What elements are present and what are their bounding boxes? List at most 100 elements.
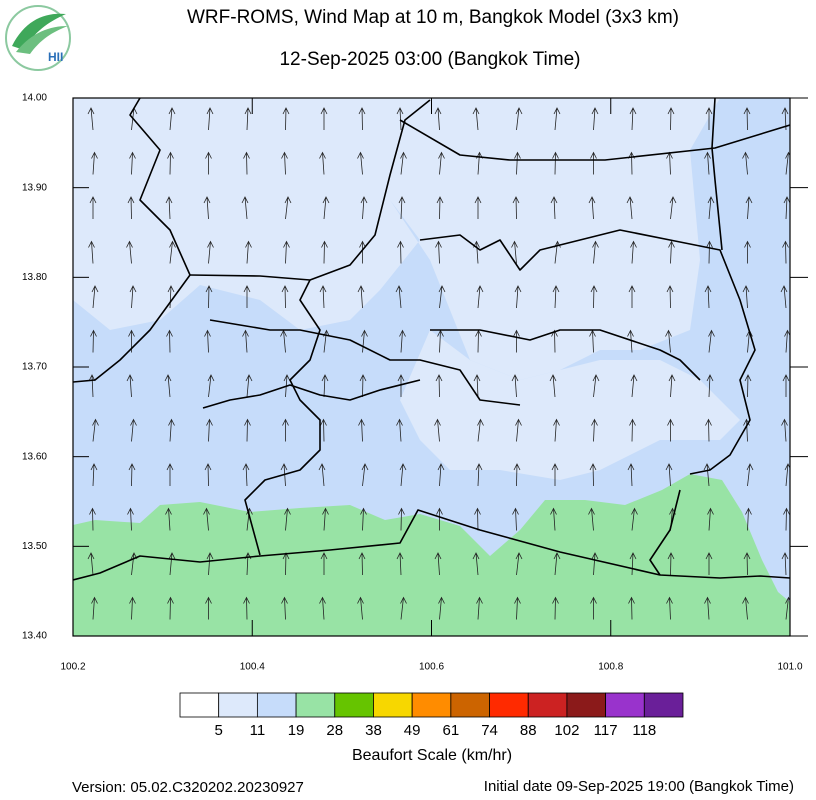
wind-arrow [205,151,212,175]
wind-arrow [400,151,407,175]
wind-arrow [396,107,404,131]
wind-arrow [398,507,405,531]
wind-arrow [165,507,172,531]
wind-arrow [168,107,176,131]
wind-arrow [552,596,559,620]
wind-arrow [360,196,368,220]
wind-arrow [90,329,97,353]
wind-arrow [284,507,291,531]
wind-arrow [126,374,134,398]
wind-arrow [88,374,96,398]
wind-arrow [242,329,249,353]
colorbar-box [218,692,258,718]
wind-arrow [512,507,519,531]
wind-arrow [783,507,790,531]
wind-arrow [669,196,677,220]
wind-arrow [90,463,98,487]
wind-arrow [319,596,326,620]
wind-arrow [783,196,790,220]
wind-arrow [205,596,212,620]
wind-arrow [780,285,788,309]
wind-arrow [704,151,711,175]
wind-arrow [87,552,95,576]
y-tick-label: 14.00 [22,93,47,104]
province-boundary [430,329,701,381]
wind-arrow [631,507,638,531]
wind-arrow [207,240,214,264]
wind-arrow [438,151,445,175]
wind-arrow [513,329,520,353]
wind-arrow [129,285,137,309]
wind-arrow [320,418,327,442]
colorbar: 5 11 19 28 38 49 61 74 88 102 117 118 [179,692,684,739]
wind-arrow [165,196,173,220]
wind-arrow [243,596,250,620]
wind-arrow [92,418,99,442]
wind-arrow [628,596,635,620]
wind-arrow [321,374,329,398]
wind-arrow [515,107,523,131]
axes: 100.2 100.4 100.6 100.8 101.0 13.40 13.50 13.60… [22,93,808,673]
colorbar-label: 102 [554,722,579,739]
wind-arrow [436,507,443,531]
wind-arrow [166,463,174,486]
wind-arrow [474,507,481,531]
colorbar-box [411,692,452,718]
wind-arrow [169,240,176,264]
wind-arrow [360,507,367,531]
wind-arrow [782,240,789,264]
wind-arrow [666,596,673,620]
x-tick-label: 100.8 [598,662,623,673]
colorbar-box [643,692,684,718]
wind-arrow [357,151,364,175]
wind-arrow [320,107,328,130]
wind-arrow [514,151,521,175]
wind-arrow [627,329,634,353]
wind-arrow [512,196,520,220]
wind-arrow [708,329,715,353]
wind-arrow [361,463,369,487]
wind-arrow [167,596,174,620]
wind-arrow [396,418,403,442]
coastline [73,509,790,581]
logo-text: HII [48,50,63,64]
wind-arrow [552,151,559,175]
wind-arrow [434,552,442,576]
legend-title: Beaufort Scale (km/hr) [352,747,512,764]
wind-arrow [127,196,135,220]
wind-arrow [743,107,751,131]
wind-arrow [321,240,328,264]
wind-arrow [282,418,289,442]
wind-arrow [667,552,675,576]
wind-arrow [242,463,250,487]
province-boundary [711,98,723,251]
colorbar-label: 118 [632,722,656,739]
wind-arrow [129,596,136,620]
wind-arrow [746,463,754,487]
wind-arrow [629,418,636,442]
wind-arrow [281,285,289,309]
colorbar-box [566,692,607,718]
wind-arrow [551,329,558,353]
wind-arrow [89,507,96,531]
wind-arrow [206,552,214,576]
x-tick-label: 101.0 [777,662,802,673]
wind-arrow [704,285,712,309]
wind-arrow [399,463,407,487]
wind-arrow [591,418,598,442]
wind-arrow [91,151,98,175]
wind-arrow [284,196,292,220]
wind-arrow [91,596,98,620]
wind-arrow [318,463,326,487]
wind-arrow [590,596,597,620]
logo: HII [5,5,71,71]
wind-arrow [592,374,600,398]
wind-arrow [206,107,214,131]
wind-arrow [473,374,481,398]
wind-arrow [549,374,557,398]
wind-arrow [203,196,211,220]
wind-arrow [204,463,212,487]
version: Version: 05.02.C320202.20230927 [72,779,304,796]
colorbar-box [334,692,374,718]
wind-arrow [245,240,252,264]
